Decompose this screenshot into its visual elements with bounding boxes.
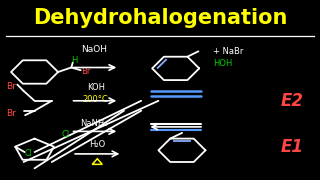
Text: Br: Br [6, 82, 16, 91]
Text: NaNH₂: NaNH₂ [80, 119, 108, 128]
Text: KOH: KOH [87, 83, 105, 92]
Text: Dehydrohalogenation: Dehydrohalogenation [33, 8, 287, 28]
Text: Cl: Cl [25, 149, 32, 158]
Text: HOH: HOH [213, 59, 233, 68]
Text: H₂O: H₂O [89, 140, 105, 149]
Text: NaOH: NaOH [81, 45, 107, 54]
Text: Br: Br [6, 109, 16, 118]
Text: 200°C: 200°C [83, 95, 108, 104]
Text: + NaBr: + NaBr [213, 47, 244, 56]
Text: Cl: Cl [62, 130, 70, 139]
Text: E2: E2 [280, 92, 303, 110]
Text: Br: Br [81, 67, 90, 76]
Text: H: H [71, 56, 77, 65]
Text: E1: E1 [280, 138, 303, 156]
